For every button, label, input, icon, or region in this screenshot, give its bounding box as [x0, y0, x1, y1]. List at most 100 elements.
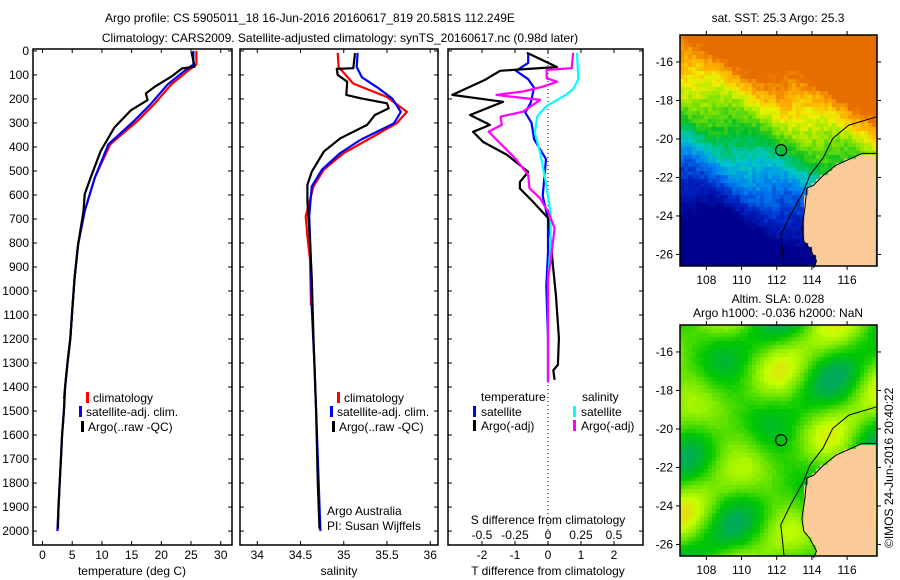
x-tick-label: 1: [578, 548, 585, 562]
legend-label: climatology: [93, 391, 153, 405]
legend-header-temperature: temperature: [481, 390, 546, 404]
sla-map-image: [680, 325, 877, 556]
legend-label: satellite-adj. clim.: [86, 405, 178, 419]
series-line-satellite-adj-clim-: [56, 50, 195, 532]
x-tick-label: 0: [39, 548, 46, 562]
series-line-satellite-adj-clim-: [308, 52, 402, 532]
series-line-temperature-satellite: [514, 52, 550, 383]
x2-tick-label: 0.25: [569, 528, 593, 542]
series-line-climatology: [304, 52, 408, 306]
depth-tick-label: 1400: [2, 380, 29, 394]
legend-swatch-argo: [332, 421, 335, 432]
x2-tick-label: -0.5: [472, 528, 493, 542]
legend-swatch-s-satellite: [573, 406, 576, 417]
x-tick-label: 36: [424, 548, 438, 562]
legend-swatch-t-argo: [473, 420, 476, 431]
t-diff-axis-label: T difference from climatology: [471, 564, 625, 578]
x-tick-label: 10: [95, 548, 109, 562]
x-tick-label: 0: [545, 548, 552, 562]
plot-frame: [32, 48, 233, 546]
lat-tick-label: -22: [656, 460, 674, 474]
x2-tick-label: 0: [545, 528, 552, 542]
x-tick-label: 15: [125, 548, 139, 562]
legend-swatch-t-satellite: [473, 406, 476, 417]
coastline: [801, 152, 877, 269]
legend-label: climatology: [344, 391, 404, 405]
depth-tick-label: 400: [9, 140, 29, 154]
legend-label: Argo(..raw -QC): [88, 420, 173, 434]
x-tick-label: 34.5: [289, 548, 313, 562]
x-tick-label: 30: [214, 548, 228, 562]
depth-tick-label: 1700: [2, 452, 29, 466]
depth-tick-label: 900: [9, 260, 29, 274]
depth-tick-label: 700: [9, 212, 29, 226]
x2-tick-label: -0.25: [501, 528, 529, 542]
lon-tick-label: 108: [696, 273, 716, 287]
temperature-legend: climatology satellite-adj. clim. Argo(..…: [79, 391, 178, 434]
plot-frame: [239, 48, 439, 546]
depth-tick-label: 500: [9, 164, 29, 178]
series-line-salinity-satellite: [533, 52, 580, 383]
sst-map-title: sat. SST: 25.3 Argo: 25.3: [712, 11, 845, 25]
legend-label: Argo(-adj): [481, 419, 534, 433]
legend-label: Argo(..raw -QC): [339, 420, 424, 434]
legend-swatch-s-argo: [573, 420, 576, 431]
legend-swatch-climatology: [86, 392, 89, 403]
lat-tick-label: -26: [656, 247, 674, 261]
legend-swatch-climatology: [337, 392, 340, 403]
x-tick-label: -1: [510, 548, 521, 562]
lon-tick-label: 108: [696, 563, 716, 577]
argo-location-marker: [775, 144, 788, 157]
difference-legend: temperature salinity satellite Argo(-adj…: [473, 390, 634, 433]
x-tick-label: -2: [477, 548, 488, 562]
isobath-line: [780, 406, 877, 557]
sla-map-subtitle: Argo h1000: -0.036 h2000: NaN: [693, 306, 863, 320]
x-tick-label: 2: [611, 548, 618, 562]
salinity-legend: climatology satellite-adj. clim. Argo(..…: [327, 391, 429, 533]
legend-swatch-satellite: [79, 406, 82, 417]
sst-map-image: [680, 35, 877, 266]
x-tick-label: 5: [69, 548, 76, 562]
series-line-salinity-argo-adj-: [487, 52, 575, 383]
sla-map-title: Altim. SLA: 0.028: [732, 292, 825, 306]
legend-header-salinity: salinity: [582, 390, 619, 404]
x-tick-label: 35: [337, 548, 351, 562]
x-tick-label: 20: [155, 548, 169, 562]
plot-frame: [447, 48, 644, 546]
lon-tick-label: 110: [732, 563, 751, 577]
annotation-pi: PI: Susan Wijffels: [327, 519, 421, 533]
series-line-argo-raw-qc-: [306, 52, 390, 529]
legend-swatch-argo: [81, 421, 84, 432]
legend-label: satellite-adj. clim.: [337, 405, 429, 419]
depth-tick-label: 0: [22, 44, 29, 58]
lat-tick-label: -20: [656, 132, 674, 146]
depth-tick-label: 1200: [2, 332, 29, 346]
series-line-argo-raw-qc-: [56, 51, 196, 529]
depth-tick-label: 800: [9, 236, 29, 250]
title-line-2: Climatology: CARS2009. Satellite-adjuste…: [102, 31, 578, 45]
x-tick-label: 34: [251, 548, 265, 562]
difference-panel: -2 -1 0 1 2 -0.5 -0.25 0 0.25 0.5: [447, 48, 644, 562]
lat-tick-label: -22: [656, 170, 674, 184]
legend-label: Argo(-adj): [581, 419, 634, 433]
lon-tick-label: 114: [802, 273, 821, 287]
lon-tick-label: 112: [767, 563, 786, 577]
depth-tick-label: 1100: [3, 308, 29, 322]
temperature-axis-label: temperature (deg C): [78, 564, 186, 578]
lon-tick-label: 116: [838, 273, 857, 287]
lat-tick-label: -24: [656, 499, 674, 513]
depth-tick-label: 1300: [2, 356, 29, 370]
depth-tick-label: 600: [9, 188, 29, 202]
credit-text: ©IMOS 24-Jun-2016 20:40:22: [882, 387, 896, 548]
temperature-panel: 0100200300400500600700800900100011001200…: [2, 44, 233, 562]
legend-label: satellite: [581, 405, 622, 419]
lon-tick-label: 116: [838, 563, 857, 577]
series-line-temperature-argo-adj-: [451, 51, 561, 380]
depth-tick-label: 1500: [2, 404, 29, 418]
x-tick-label: 35.5: [375, 548, 399, 562]
lon-tick-label: 112: [767, 273, 786, 287]
sst-map: 108 110 112 114 116 -16 -18 -20 -22 -24 -26: [656, 31, 881, 287]
coastline: [801, 442, 877, 559]
depth-tick-label: 1600: [2, 428, 29, 442]
